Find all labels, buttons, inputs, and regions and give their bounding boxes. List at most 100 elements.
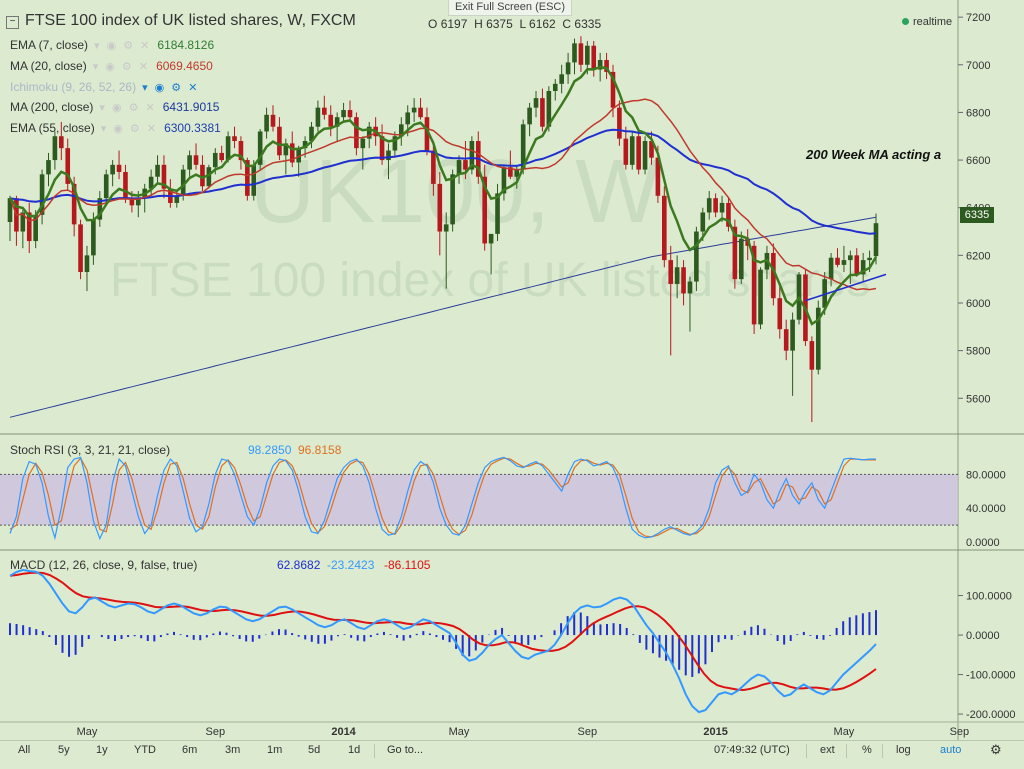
price-tick-label: 6800 [966,107,990,119]
candle-body [520,124,526,170]
range-1m-button[interactable]: 1m [267,744,283,756]
candle-body [706,198,712,213]
candle-body [617,107,622,139]
candle-body [585,45,590,65]
range-5y-button[interactable]: 5y [58,744,70,756]
range-1d-button[interactable]: 1d [348,744,361,756]
candle-body [835,257,840,265]
legend-buttons-icon[interactable]: ▾ ◉ ⚙ ✕ [94,40,152,52]
stoch-legend-label: Stoch RSI (3, 3, 21, 21, close) [10,443,170,457]
log-toggle[interactable]: log [896,744,911,756]
chart-annotation: 200 Week MA acting a [806,147,942,162]
legend-ema55-label: EMA (55, close) [10,121,95,135]
candle-body [7,198,13,222]
chart-background [0,0,1024,740]
candle-body [110,164,115,175]
candle-body [180,169,186,196]
candle-body [328,114,334,127]
watermark-name: FTSE 100 index of UK listed shares [110,254,870,307]
price-tick-label: 6600 [966,155,990,167]
ohlc-readout: O 6197 H 6375 L 6162 C 6335 [428,17,601,31]
candle-body [623,138,629,165]
candle-body [129,198,135,206]
candle-body [52,136,58,161]
candle-body [347,110,353,118]
candle-body [726,202,731,227]
legend-ma20[interactable]: MA (20, close) ▾ ◉ ⚙ ✕ 6069.4650 [10,59,213,73]
candle-body [398,124,404,137]
candle-body [668,260,674,284]
candle-body [187,155,192,170]
candle-body [264,114,269,132]
candle-body [257,131,263,165]
status-dot-icon [902,18,909,25]
candle-body [552,83,558,91]
candle-body [540,98,545,127]
goto-button[interactable]: Go to... [387,744,424,756]
time-tick-label: May [77,726,98,738]
time-tick-label: May [449,726,470,738]
candle-body [59,136,64,149]
candle-body [302,141,308,149]
legend-buttons-icon[interactable]: ▾ ◉ ⚙ ✕ [92,61,151,73]
candle-body [591,45,597,70]
range-3m-button[interactable]: 3m [225,744,241,756]
candle-body [771,252,776,299]
candle-body [206,167,212,187]
stoch-k-line [9,456,876,541]
symbol-title: − FTSE 100 index of UK listed shares, W, … [6,12,356,30]
range-5d-button[interactable]: 5d [308,744,321,756]
legend-ema7-label: EMA (7, close) [10,38,89,52]
range-6m-button[interactable]: 6m [182,744,198,756]
legend-ma200[interactable]: MA (200, close) ▾ ◉ ⚙ ✕ 6431.9015 [10,100,219,114]
legend-ichimoku[interactable]: Ichimoku (9, 26, 52, 26) ▾ ◉ ⚙ ✕ [10,80,199,94]
macd-line [9,568,877,714]
candle-body [424,117,430,151]
percent-toggle[interactable]: % [862,744,872,756]
legend-buttons-icon[interactable]: ▾ ◉ ⚙ ✕ [99,102,157,114]
legend-ema7[interactable]: EMA (7, close) ▾ ◉ ⚙ ✕ 6184.8126 [10,38,214,52]
candle-body [738,238,744,280]
candle-body [604,60,609,72]
range-1y-button[interactable]: 1y [96,744,108,756]
ext-toggle[interactable]: ext [820,744,835,756]
stoch-k-value: 98.2850 [248,443,292,457]
settings-gear-icon[interactable]: ⚙ [990,742,1002,757]
candle-body [488,233,494,244]
ma200-line [9,216,877,418]
candle-body [841,260,847,265]
time-tick-label: 2015 [703,726,727,738]
candle-body [578,43,584,65]
range-all-button[interactable]: All [18,744,31,756]
exit-fullscreen-button[interactable]: Exit Full Screen (ESC) [448,0,572,16]
candle-body [238,141,244,161]
candle-body [713,198,718,213]
candle-body [514,169,520,177]
candles-group [7,36,879,423]
candle-body [777,298,783,330]
candle-body [20,212,26,232]
legend-ema55[interactable]: EMA (55, close) ▾ ◉ ⚙ ✕ 6300.3381 [10,121,221,135]
ma20-line [9,98,877,291]
ohlc-close: 6335 [574,17,602,31]
macd-value: -23.2423 [327,558,375,572]
candle-body [296,148,301,163]
legend-ma20-label: MA (20, close) [10,59,87,73]
auto-toggle[interactable]: auto [940,744,962,756]
candle-body [655,157,661,196]
range-ytd-button[interactable]: YTD [134,744,156,756]
legend-buttons-icon[interactable]: ▾ ◉ ⚙ ✕ [100,123,159,135]
candle-body [155,164,160,177]
candle-body [732,226,738,280]
candle-body [610,71,616,108]
candle-body [386,150,391,161]
price-tick-label: 6000 [966,298,990,310]
candle-body [443,224,449,232]
time-tick-label: Sep [578,726,598,738]
legend-buttons-icon[interactable]: ▾ ◉ ⚙ ✕ [142,82,200,94]
candle-body [392,136,398,151]
candle-body [245,160,250,196]
collapse-icon[interactable]: − [6,16,19,29]
candle-body [751,245,757,325]
